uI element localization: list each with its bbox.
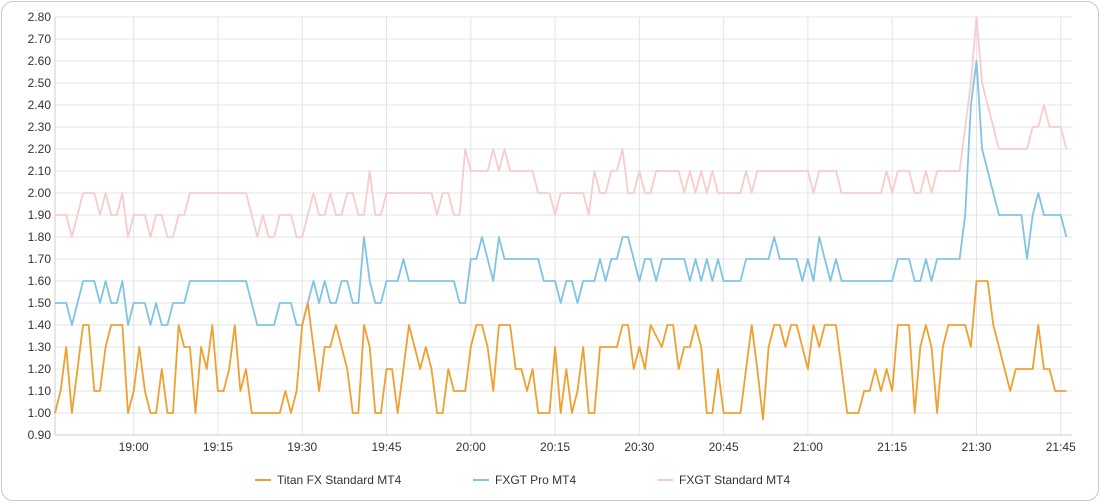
y-tick-label: 1.10 [28, 384, 52, 398]
y-tick-label: 1.50 [28, 296, 52, 310]
legend-item[interactable]: FXGT Pro MT4 [473, 473, 576, 487]
y-tick-label: 2.30 [28, 120, 52, 134]
x-tick-label: 19:30 [287, 440, 317, 454]
y-tick-label: 2.10 [28, 164, 52, 178]
y-tick-label: 2.80 [28, 10, 52, 24]
series-line-fxgt-pro-mt4 [55, 60, 1068, 326]
y-tick-label: 1.20 [28, 362, 52, 376]
x-tick-label: 19:00 [119, 440, 149, 454]
legend: Titan FX Standard MT4 FXGT Pro MT4 FXGT St… [255, 473, 790, 487]
axes: 0.90 1.00 1.10 1.20 1.30 1.40 1.50 1.60 1.70 1.80… [28, 10, 1076, 454]
legend-item[interactable]: Titan FX Standard MT4 [255, 473, 402, 487]
y-tick-label: 1.00 [28, 406, 52, 420]
y-tick-label: 1.40 [28, 318, 52, 332]
x-tick-label: 21:00 [793, 440, 823, 454]
y-tick-label: 2.00 [28, 186, 52, 200]
legend-label: FXGT Standard MT4 [679, 473, 790, 487]
x-tick-label: 21:15 [877, 440, 907, 454]
x-tick-label: 20:15 [540, 440, 570, 454]
y-tick-label: 2.60 [28, 54, 52, 68]
legend-item[interactable]: FXGT Standard MT4 [657, 473, 790, 487]
y-tick-label: 1.80 [28, 230, 52, 244]
x-tick-label: 21:30 [961, 440, 991, 454]
x-tick-label: 19:15 [203, 440, 233, 454]
y-tick-label: 1.70 [28, 252, 52, 266]
x-tick-label: 21:45 [1046, 440, 1076, 454]
y-tick-label: 1.60 [28, 274, 52, 288]
series-line-titan-fx-standard-mt4 [54, 280, 1067, 421]
x-tick-label: 20:00 [456, 440, 486, 454]
legend-label: FXGT Pro MT4 [495, 473, 576, 487]
y-tick-label: 1.90 [28, 208, 52, 222]
y-tick-label: 1.30 [28, 340, 52, 354]
x-tick-label: 19:45 [371, 440, 401, 454]
series-lines [54, 16, 1068, 421]
grid [55, 16, 1072, 436]
y-tick-label: 0.90 [28, 428, 52, 442]
legend-label: Titan FX Standard MT4 [277, 473, 402, 487]
x-tick-label: 20:30 [624, 440, 654, 454]
y-tick-label: 2.70 [28, 32, 52, 46]
series-line-fxgt-standard-mt4 [55, 16, 1068, 238]
x-tick-label: 20:45 [709, 440, 739, 454]
y-tick-label: 2.20 [28, 142, 52, 156]
y-tick-label: 2.50 [28, 76, 52, 90]
y-tick-label: 2.40 [28, 98, 52, 112]
